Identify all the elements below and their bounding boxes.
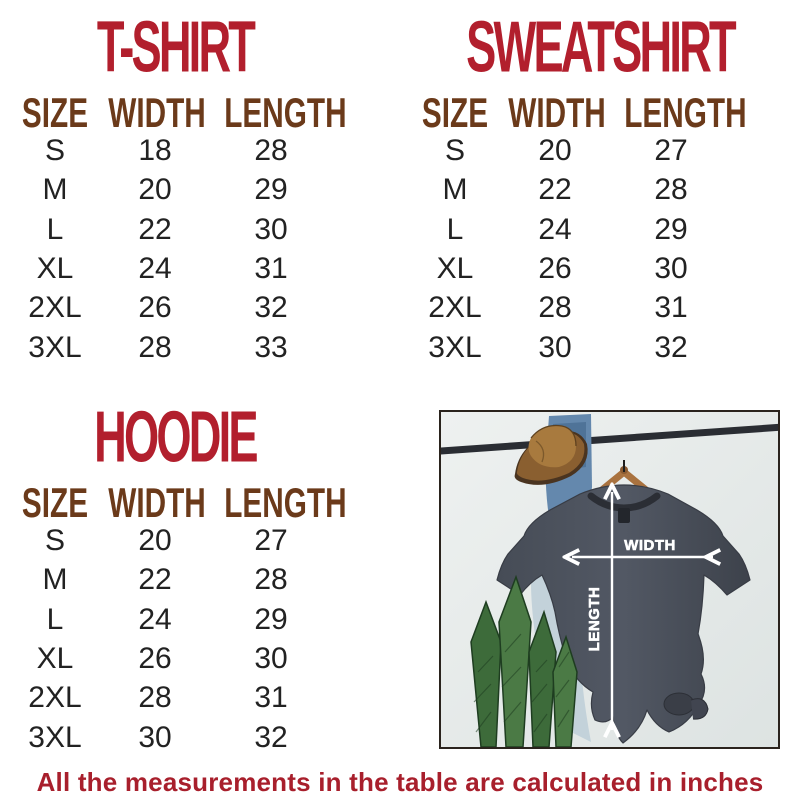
svg-text:LENGTH: LENGTH [586,587,603,652]
svg-text:WIDTH: WIDTH [624,537,676,554]
